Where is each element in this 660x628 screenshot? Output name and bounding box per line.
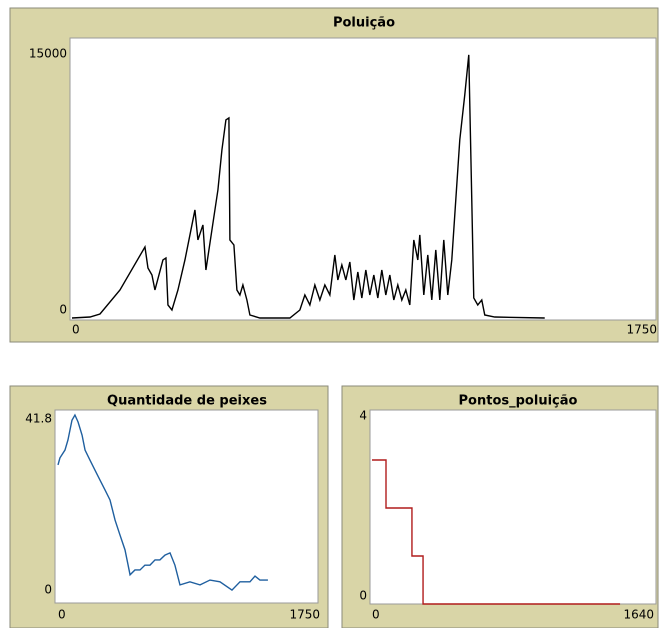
y-tick-label: 41.8 (25, 412, 52, 426)
data-line (57, 413, 268, 592)
y-tick-label: 15000 (29, 47, 67, 61)
plot-area (369, 409, 657, 605)
plot-title: Poluição (333, 16, 395, 31)
x-tick-label: 0 (58, 608, 66, 622)
plot-area (69, 37, 657, 321)
data-line (372, 459, 621, 605)
data-line (71, 54, 545, 319)
x-tick-label: 1750 (289, 608, 320, 622)
x-tick-label: 0 (72, 323, 80, 337)
x-tick-label: 1640 (623, 608, 654, 622)
y-tick-label: 0 (44, 583, 52, 597)
y-tick-label: 4 (359, 409, 367, 423)
x-tick-label: 1750 (626, 323, 657, 337)
plot-title: Pontos_poluição (459, 394, 578, 409)
y-tick-label: 0 (359, 589, 367, 603)
x-tick-label: 0 (372, 608, 380, 622)
plot-area (54, 409, 319, 604)
plot-title: Quantidade de peixes (107, 394, 267, 409)
y-tick-label: 0 (59, 303, 67, 317)
